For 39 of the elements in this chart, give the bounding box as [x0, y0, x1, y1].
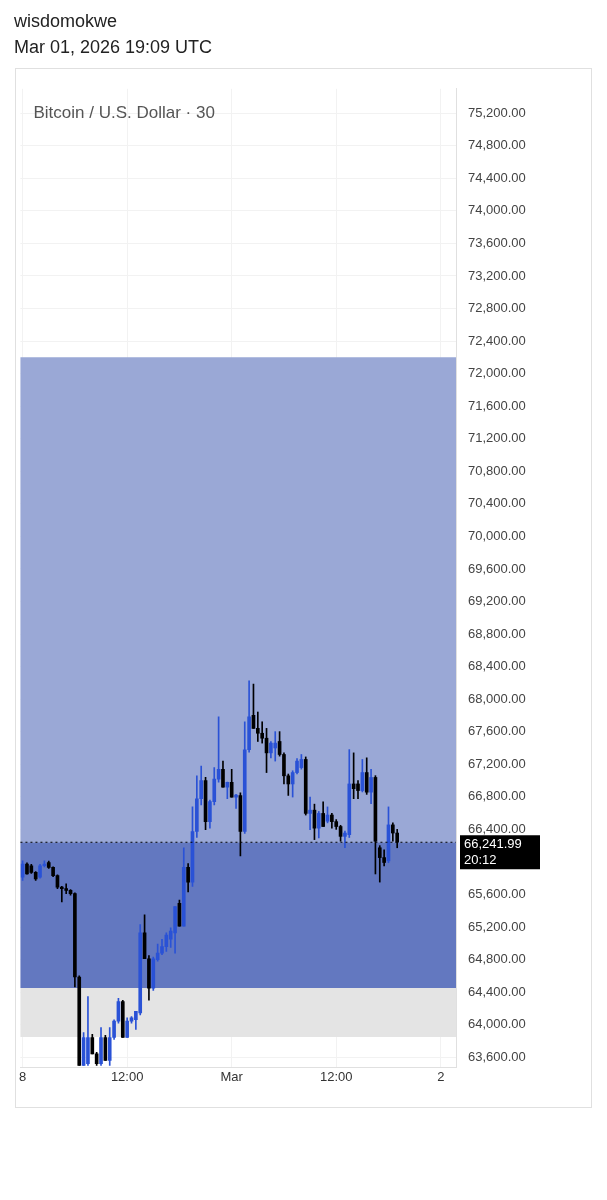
y-tick-label: 71,200.00 — [468, 430, 526, 446]
y-tick-label: 67,200.00 — [468, 755, 526, 771]
x-tick-label: 8 — [19, 1069, 27, 1085]
y-tick-label: 68,400.00 — [468, 658, 526, 674]
y-tick-label: 70,000.00 — [468, 527, 526, 543]
y-tick-label: 66,800.00 — [468, 788, 526, 804]
y-tick-label: 64,000.00 — [468, 1016, 526, 1032]
ref-line-label: 66,241.99 — [464, 835, 522, 851]
y-tick-label: 74,800.00 — [468, 137, 526, 153]
y-tick-label: 69,600.00 — [468, 560, 526, 576]
text: 20:12 — [464, 851, 497, 867]
y-tick-label: 65,600.00 — [468, 886, 526, 902]
x-tick-label: 2 — [437, 1069, 445, 1085]
y-tick-label: 64,800.00 — [468, 951, 526, 967]
y-tick-label: 74,400.00 — [468, 169, 526, 185]
y-tick-label: 68,000.00 — [468, 690, 526, 706]
y-tick-label: 63,600.00 — [468, 1048, 526, 1064]
chart-subtitle: Mar 01, 2026 19:09 UTC — [14, 36, 213, 59]
y-tick-label: 67,600.00 — [468, 723, 526, 739]
x-tick-label: Mar — [220, 1069, 244, 1085]
y-tick-label: 65,200.00 — [468, 918, 526, 934]
y-tick-label: 70,800.00 — [468, 462, 526, 478]
y-tick-label: 64,400.00 — [468, 983, 526, 999]
y-tick-label: 72,800.00 — [468, 300, 526, 316]
x-tick-label: 12:00 — [110, 1069, 144, 1085]
y-tick-label: 72,400.00 — [468, 332, 526, 348]
y-tick-label: 66,400.00 — [468, 820, 526, 836]
text: Bitcoin / U.S. Dollar · 30 — [33, 102, 215, 122]
x-tick-label: 12:00 — [319, 1069, 353, 1085]
text: wisdomokwe — [14, 10, 119, 33]
y-tick-label: 72,000.00 — [468, 365, 526, 381]
y-tick-label: 68,800.00 — [468, 625, 526, 641]
y-tick-label: 71,600.00 — [468, 397, 526, 413]
y-tick-label: 73,200.00 — [468, 267, 526, 283]
y-tick-label: 73,600.00 — [468, 235, 526, 250]
y-tick-label: 74,000.00 — [468, 202, 526, 218]
y-tick-label: 75,200.00 — [468, 104, 526, 120]
y-tick-label: 70,400.00 — [468, 495, 526, 511]
y-tick-label: 69,200.00 — [468, 593, 526, 609]
